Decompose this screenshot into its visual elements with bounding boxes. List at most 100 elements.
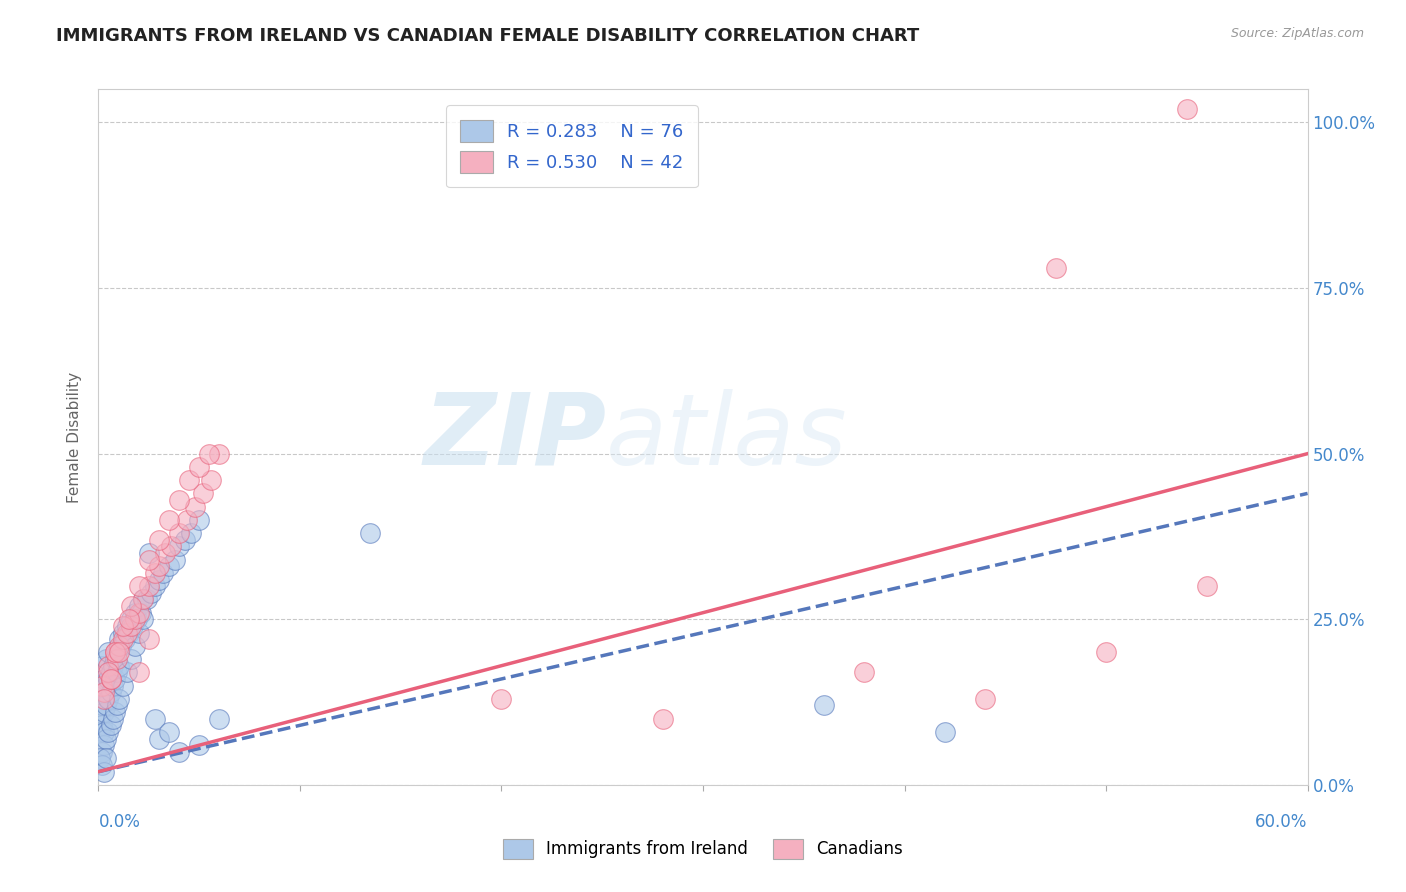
Point <box>208 447 231 461</box>
Point <box>107 632 129 647</box>
Point <box>105 665 128 680</box>
Point <box>1045 261 1067 276</box>
Point <box>124 606 146 620</box>
Point <box>93 738 115 752</box>
Text: Source: ZipAtlas.com: Source: ZipAtlas.com <box>1230 27 1364 40</box>
Legend: R = 0.283    N = 76, R = 0.530    N = 42: R = 0.283 N = 76, R = 0.530 N = 42 <box>446 105 699 187</box>
Point <box>139 586 162 600</box>
Point <box>179 473 201 487</box>
Text: 60.0%: 60.0% <box>1256 813 1308 830</box>
Point <box>174 533 197 547</box>
Point <box>91 758 114 772</box>
Point <box>120 652 142 666</box>
Point <box>103 652 125 666</box>
Text: atlas: atlas <box>606 389 848 485</box>
Point <box>120 599 142 613</box>
Point <box>91 679 114 693</box>
Point <box>360 526 382 541</box>
Point <box>101 679 124 693</box>
Point <box>188 513 211 527</box>
Point <box>934 725 956 739</box>
Point <box>167 493 190 508</box>
Point <box>138 632 160 647</box>
Point <box>1175 102 1198 116</box>
Point <box>115 625 138 640</box>
Point <box>157 513 180 527</box>
Point <box>97 645 120 659</box>
Point <box>118 625 141 640</box>
Point <box>111 625 134 640</box>
Point <box>167 540 190 554</box>
Point <box>111 632 134 647</box>
Point <box>167 526 190 541</box>
Point <box>128 665 150 680</box>
Point <box>129 606 152 620</box>
Point <box>124 612 146 626</box>
Point <box>124 639 146 653</box>
Point <box>91 685 114 699</box>
Point <box>208 712 231 726</box>
Point <box>813 698 835 713</box>
Point <box>103 705 125 719</box>
Point <box>132 612 155 626</box>
Point <box>148 533 170 547</box>
Point <box>91 698 114 713</box>
Point <box>107 645 129 659</box>
Point <box>97 672 120 686</box>
Text: 0.0%: 0.0% <box>98 813 141 830</box>
Point <box>97 691 120 706</box>
Point <box>115 619 138 633</box>
Point <box>100 672 122 686</box>
Point <box>89 751 111 765</box>
Point <box>188 738 211 752</box>
Point <box>132 592 155 607</box>
Point <box>188 459 211 474</box>
Point <box>176 513 198 527</box>
Point <box>93 691 115 706</box>
Point <box>100 672 122 686</box>
Point <box>157 725 180 739</box>
Point <box>96 679 118 693</box>
Point <box>89 679 111 693</box>
Text: IMMIGRANTS FROM IRELAND VS CANADIAN FEMALE DISABILITY CORRELATION CHART: IMMIGRANTS FROM IRELAND VS CANADIAN FEMA… <box>56 27 920 45</box>
Point <box>101 658 124 673</box>
Point <box>105 698 128 713</box>
Point <box>93 685 115 699</box>
Point <box>143 579 166 593</box>
Point <box>135 592 157 607</box>
Point <box>105 652 128 666</box>
Point <box>1095 645 1118 659</box>
Point <box>152 566 174 580</box>
Point <box>128 579 150 593</box>
Point <box>96 652 118 666</box>
Point <box>160 540 183 554</box>
Point <box>853 665 876 680</box>
Point <box>107 658 129 673</box>
Point <box>93 672 115 686</box>
Point <box>96 698 118 713</box>
Point <box>132 592 155 607</box>
Point <box>91 658 114 673</box>
Point <box>103 645 125 659</box>
Point <box>93 691 115 706</box>
Point <box>138 546 160 560</box>
Point <box>118 612 141 626</box>
Point <box>107 691 129 706</box>
Point <box>138 552 160 566</box>
Point <box>89 712 111 726</box>
Point <box>115 665 138 680</box>
Point <box>974 691 997 706</box>
Point <box>198 447 221 461</box>
Point <box>143 566 166 580</box>
Point <box>96 751 118 765</box>
Point <box>105 645 128 659</box>
Point <box>100 718 122 732</box>
Point <box>97 665 120 680</box>
Point <box>101 712 124 726</box>
Point <box>93 705 115 719</box>
Point <box>148 559 170 574</box>
Point <box>143 712 166 726</box>
Point <box>91 745 114 759</box>
Point <box>138 579 160 593</box>
Point <box>153 546 176 560</box>
